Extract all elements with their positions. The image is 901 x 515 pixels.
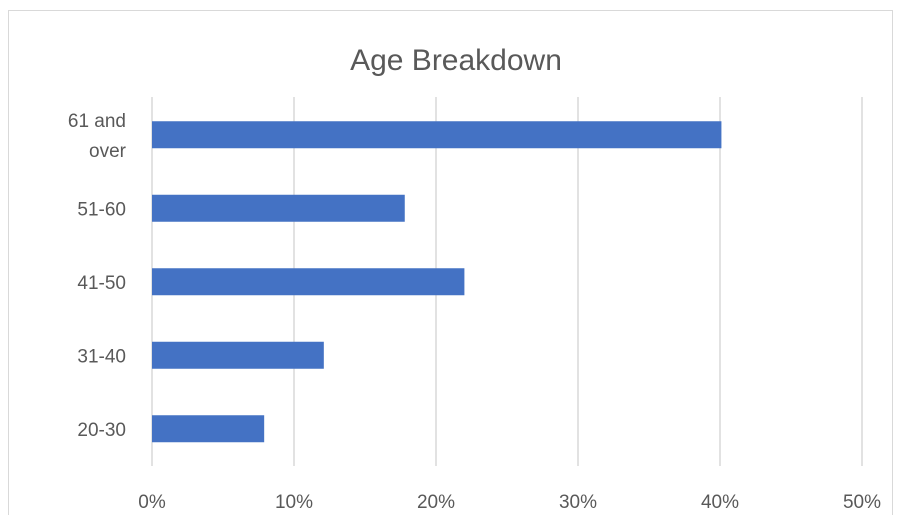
category-label: 61 and over bbox=[68, 111, 127, 162]
bar-41-50 bbox=[152, 268, 465, 296]
category-label-line: 51-60 bbox=[77, 199, 126, 220]
bars bbox=[152, 121, 722, 443]
category-label-line: 61 and bbox=[68, 111, 126, 132]
x-tick-label: 30% bbox=[559, 492, 597, 513]
x-tick-label: 50% bbox=[843, 492, 881, 513]
category-labels: 61 and over 51-60 41-50 31-40 20-30 bbox=[68, 111, 127, 441]
category-label-line: 41-50 bbox=[77, 273, 126, 294]
category-label: 51-60 bbox=[77, 199, 126, 220]
x-tick-label: 0% bbox=[138, 492, 166, 513]
category-label: 31-40 bbox=[77, 346, 126, 367]
bar-31-40 bbox=[152, 341, 324, 369]
category-label-line: 20-30 bbox=[77, 420, 126, 441]
category-label-line: 31-40 bbox=[77, 346, 126, 367]
bar-61-and-over bbox=[152, 121, 722, 149]
chart-title: Age Breakdown bbox=[350, 44, 562, 77]
x-tick-label: 40% bbox=[701, 492, 739, 513]
category-label: 41-50 bbox=[77, 273, 126, 294]
bar-51-60 bbox=[152, 194, 405, 222]
category-label-line: over bbox=[89, 141, 127, 162]
x-tick-label: 10% bbox=[275, 492, 313, 513]
bar-20-30 bbox=[152, 415, 265, 443]
category-label: 20-30 bbox=[77, 420, 126, 441]
x-tick-labels: 0% 10% 20% 30% 40% 50% bbox=[138, 492, 881, 513]
x-tick-label: 20% bbox=[417, 492, 455, 513]
